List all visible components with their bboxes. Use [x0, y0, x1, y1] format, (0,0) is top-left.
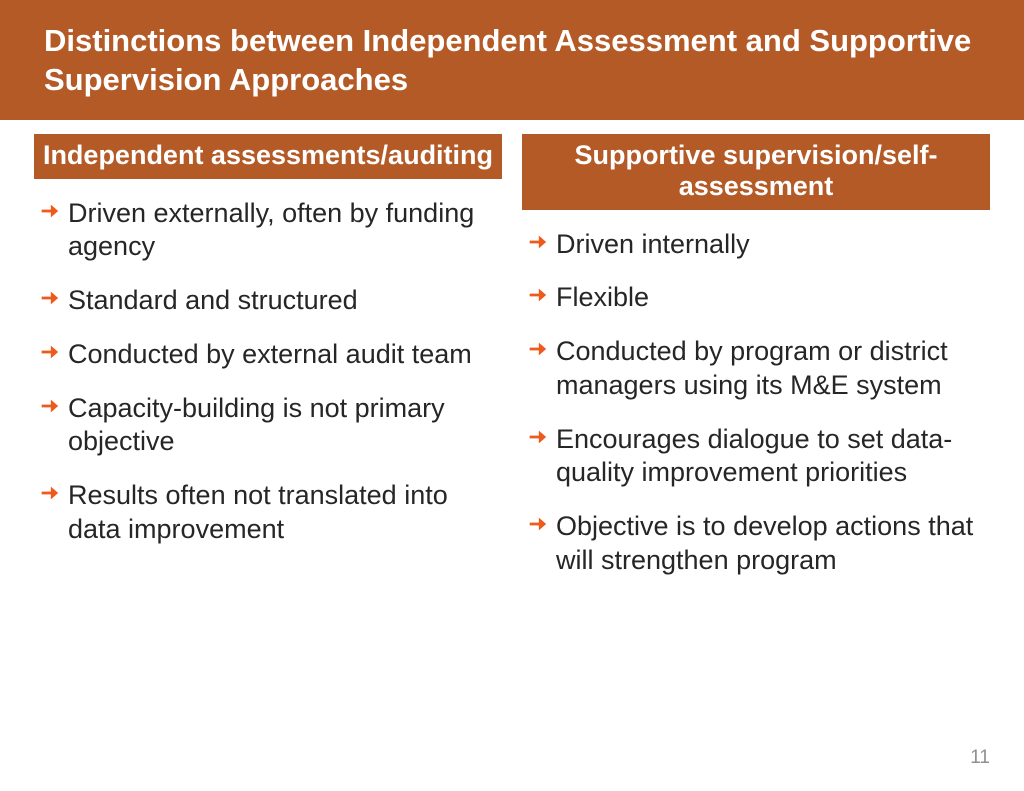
bullet-text: Encourages dialogue to set data-quality … — [556, 423, 984, 491]
bullet-text: Flexible — [556, 281, 649, 315]
page-number: 11 — [970, 747, 990, 769]
column-header: Supportive supervision/self-assessment — [522, 134, 990, 210]
bullet-text: Capacity-building is not primary objecti… — [68, 392, 496, 460]
bullet-text: Standard and structured — [68, 284, 358, 318]
bullet-list: Driven externally, often by funding agen… — [34, 179, 502, 547]
columns-container: Independent assessments/auditing Driven e… — [0, 120, 1024, 598]
arrow-right-icon — [38, 341, 60, 363]
arrow-right-icon — [526, 231, 548, 253]
column-1: Supportive supervision/self-assessmentDr… — [522, 134, 990, 598]
bullet-text: Conducted by external audit team — [68, 338, 472, 372]
arrow-right-icon — [38, 395, 60, 417]
arrow-right-icon — [38, 482, 60, 504]
bullet-text: Objective is to develop actions that wil… — [556, 510, 984, 578]
arrow-right-icon — [526, 284, 548, 306]
list-item: Results often not translated into data i… — [38, 479, 496, 547]
list-item: Flexible — [526, 281, 984, 315]
list-item: Driven internally — [526, 228, 984, 262]
list-item: Conducted by external audit team — [38, 338, 496, 372]
title-bar: Distinctions between Independent Assessm… — [0, 0, 1024, 120]
bullet-text: Driven externally, often by funding agen… — [68, 197, 496, 265]
list-item: Capacity-building is not primary objecti… — [38, 392, 496, 460]
bullet-list: Driven internally Flexible Conducted by pr… — [522, 210, 990, 578]
arrow-right-icon — [526, 338, 548, 360]
arrow-right-icon — [38, 200, 60, 222]
list-item: Standard and structured — [38, 284, 496, 318]
arrow-right-icon — [526, 513, 548, 535]
column-0: Independent assessments/auditing Driven e… — [34, 134, 502, 598]
list-item: Driven externally, often by funding agen… — [38, 197, 496, 265]
bullet-text: Driven internally — [556, 228, 750, 262]
arrow-right-icon — [38, 287, 60, 309]
slide: Distinctions between Independent Assessm… — [0, 0, 1024, 791]
slide-title: Distinctions between Independent Assessm… — [44, 22, 980, 100]
list-item: Encourages dialogue to set data-quality … — [526, 423, 984, 491]
list-item: Objective is to develop actions that wil… — [526, 510, 984, 578]
bullet-text: Results often not translated into data i… — [68, 479, 496, 547]
column-header: Independent assessments/auditing — [34, 134, 502, 179]
list-item: Conducted by program or district manager… — [526, 335, 984, 403]
bullet-text: Conducted by program or district manager… — [556, 335, 984, 403]
arrow-right-icon — [526, 426, 548, 448]
